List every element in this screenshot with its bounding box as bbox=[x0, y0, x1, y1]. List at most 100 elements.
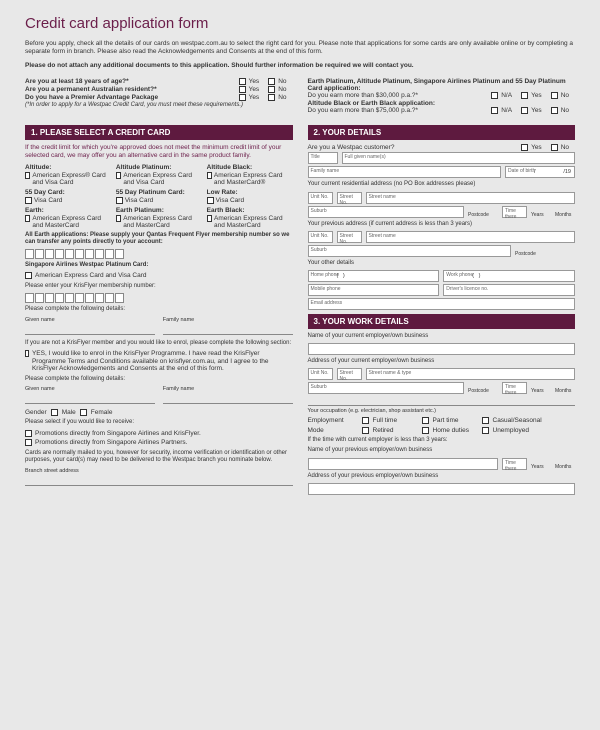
chk-unemployed[interactable] bbox=[482, 427, 489, 434]
mobile-phone[interactable]: Mobile phone bbox=[308, 284, 440, 296]
kf-note: If you are not a KrisFlyer member and yo… bbox=[25, 340, 293, 347]
fullname-field[interactable]: Full given name(s) bbox=[342, 152, 576, 164]
receive-label: Please select if you would like to recei… bbox=[25, 419, 293, 426]
intro-text: Before you apply, check all the details … bbox=[25, 40, 575, 57]
home-phone[interactable]: Home phone( ) bbox=[308, 270, 440, 282]
section-2-header: 2. YOUR DETAILS bbox=[308, 125, 576, 140]
q-75k: Do you earn more than $75,000 p.a.?* bbox=[308, 107, 492, 114]
chk-altitude[interactable] bbox=[25, 172, 30, 179]
chk-earth-black[interactable] bbox=[207, 215, 212, 222]
chk-75k-yes[interactable] bbox=[521, 107, 528, 114]
streetno-field[interactable]: Street No. bbox=[337, 192, 362, 204]
sa-card-label: Singapore Airlines Westpac Platinum Card… bbox=[25, 262, 148, 268]
dob-field[interactable]: Date of birth/19/ bbox=[505, 166, 575, 178]
chk-30k-no[interactable] bbox=[551, 92, 558, 99]
title-field[interactable]: Title bbox=[308, 152, 338, 164]
chk-res-yes[interactable] bbox=[239, 86, 246, 93]
given-name-input[interactable] bbox=[25, 325, 155, 335]
kf-boxes[interactable] bbox=[25, 293, 293, 303]
chk-75k-na[interactable] bbox=[491, 107, 498, 114]
emp-streetname[interactable]: Street name & type bbox=[366, 368, 576, 380]
emp-unit[interactable]: Unit No. bbox=[308, 368, 333, 380]
chk-casual[interactable] bbox=[482, 417, 489, 424]
mail-note: Cards are normally mailed to you, howeve… bbox=[25, 450, 293, 464]
email[interactable]: Email address bbox=[308, 298, 576, 310]
section-3-header: 3. YOUR WORK DETAILS bbox=[308, 314, 576, 329]
kf-label: Please enter your KrisFlyer membership n… bbox=[25, 283, 293, 290]
prev-suburb[interactable]: Suburb bbox=[308, 245, 512, 257]
chk-male[interactable] bbox=[51, 409, 58, 416]
qff-boxes[interactable] bbox=[25, 249, 293, 259]
prev-streetname[interactable]: Street name bbox=[366, 231, 576, 243]
occupation-field[interactable] bbox=[308, 396, 576, 406]
complete-label: Please complete the following details: bbox=[25, 306, 293, 313]
chk-altitude-plat[interactable] bbox=[116, 172, 122, 179]
right-intro2: Altitude Black or Earth Black applicatio… bbox=[308, 100, 576, 107]
chk-prem-yes[interactable] bbox=[239, 94, 246, 101]
chk-parttime[interactable] bbox=[422, 417, 429, 424]
q-resident: Are you a permanent Australian resident?… bbox=[25, 86, 239, 93]
family-name-input-2[interactable] bbox=[163, 394, 293, 404]
familyname-field[interactable]: Family name bbox=[308, 166, 502, 178]
chk-sa-plat[interactable] bbox=[25, 272, 32, 279]
card-grid-2: 55 Day Card:Visa Card 55 Day Platinum Ca… bbox=[25, 189, 293, 204]
family-name-input[interactable] bbox=[163, 325, 293, 335]
employer-label: Name of your current employer/own busine… bbox=[308, 333, 576, 340]
prev-emp-note: If the time with current employer is les… bbox=[308, 437, 576, 444]
time-field[interactable]: Time there bbox=[502, 206, 527, 218]
chk-fulltime[interactable] bbox=[362, 417, 369, 424]
chk-age-no[interactable] bbox=[268, 78, 275, 85]
chk-earth-plat[interactable] bbox=[116, 215, 121, 222]
prev-emp-time[interactable]: Time there bbox=[502, 458, 527, 470]
earth-note: All Earth applications: Please supply yo… bbox=[25, 232, 293, 246]
unit-field[interactable]: Unit No. bbox=[308, 192, 333, 204]
prev-addr-label: Your previous address (if current addres… bbox=[308, 221, 576, 228]
licence[interactable]: Driver's licence no. bbox=[443, 284, 575, 296]
work-phone[interactable]: Work phone( ) bbox=[443, 270, 575, 282]
chk-promo1[interactable] bbox=[25, 430, 32, 437]
chk-earth[interactable] bbox=[25, 215, 30, 222]
chk-55day-plat[interactable] bbox=[116, 197, 123, 204]
chk-female[interactable] bbox=[80, 409, 87, 416]
card-grid-3: Earth:American Express Card and MasterCa… bbox=[25, 207, 293, 229]
addr-label: Your current residential address (no PO … bbox=[308, 181, 576, 188]
chk-promo2[interactable] bbox=[25, 439, 32, 446]
chk-kf-enrol[interactable] bbox=[25, 350, 29, 357]
prelim-fine: (*In order to apply for a Westpac Credit… bbox=[25, 102, 293, 108]
chk-30k-yes[interactable] bbox=[521, 92, 528, 99]
chk-lowrate[interactable] bbox=[207, 197, 214, 204]
chk-prem-no[interactable] bbox=[268, 94, 275, 101]
right-intro: Earth Platinum, Altitude Platinum, Singa… bbox=[308, 78, 576, 92]
emp-time[interactable]: Time there bbox=[502, 382, 527, 394]
chk-westpac-yes[interactable] bbox=[521, 144, 528, 151]
prev-streetno[interactable]: Street No. bbox=[337, 231, 362, 243]
emp-addr-label: Address of your current employer/own bus… bbox=[308, 358, 576, 365]
westpac-q: Are you a Westpac customer? bbox=[308, 144, 522, 151]
chk-altitude-black[interactable] bbox=[207, 172, 212, 179]
given-name-input-2[interactable] bbox=[25, 394, 155, 404]
prev-employer[interactable] bbox=[308, 458, 499, 470]
chk-75k-no[interactable] bbox=[551, 107, 558, 114]
prev-unit[interactable]: Unit No. bbox=[308, 231, 333, 243]
q-premier: Do you have a Premier Advantage Package bbox=[25, 94, 239, 101]
emp-streetno[interactable]: Street No. bbox=[337, 368, 362, 380]
section-1-header: 1. PLEASE SELECT A CREDIT CARD bbox=[25, 125, 293, 140]
emp-suburb[interactable]: Suburb bbox=[308, 382, 465, 394]
other-label: Your other details bbox=[308, 260, 576, 267]
suburb-field[interactable]: Suburb bbox=[308, 206, 465, 218]
branch-address-input[interactable] bbox=[25, 476, 293, 486]
chk-30k-na[interactable] bbox=[491, 92, 498, 99]
q-30k: Do you earn more than $30,000 p.a.?* bbox=[308, 92, 492, 99]
streetname-field[interactable]: Street name bbox=[366, 192, 576, 204]
chk-retired[interactable] bbox=[362, 427, 369, 434]
chk-res-no[interactable] bbox=[268, 86, 275, 93]
chk-westpac-no[interactable] bbox=[551, 144, 558, 151]
chk-55day[interactable] bbox=[25, 197, 32, 204]
chk-home[interactable] bbox=[422, 427, 429, 434]
q-age: Are you at least 18 years of age?* bbox=[25, 78, 239, 85]
s1-note: If the credit limit for which you're app… bbox=[25, 144, 293, 160]
prev-emp-addr[interactable] bbox=[308, 483, 576, 495]
intro-bold: Please do not attach any additional docu… bbox=[25, 62, 575, 70]
employer-field[interactable] bbox=[308, 343, 576, 355]
chk-age-yes[interactable] bbox=[239, 78, 246, 85]
